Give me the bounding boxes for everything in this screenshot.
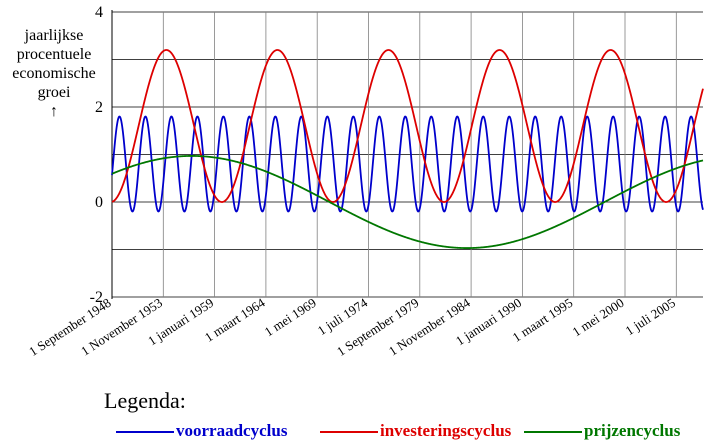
legend-swatch-blue (116, 431, 174, 433)
grid (112, 11, 703, 298)
series-line-voorraadcyclus (111, 115, 704, 213)
y-axis-label: jaarlijkse procentuele economische groei… (0, 26, 108, 121)
y-axis-label-line: groei (37, 84, 71, 101)
y-tick-label: 4 (95, 4, 103, 21)
legend-title: Legenda: (104, 388, 186, 413)
x-tick-label: 1 September 1948 (26, 295, 114, 359)
legend-item-prijzencyclus: prijzencyclus (524, 420, 717, 442)
y-tick-label: -2 (90, 289, 103, 306)
legend-item-investeringscyclus: investeringscyclus (320, 420, 530, 442)
y-axis-label-line: jaarlijkse (24, 27, 84, 44)
y-axis-arrow-icon: ↑ (50, 103, 58, 120)
legend-swatch-green (524, 431, 582, 433)
legend-label: voorraadcyclus (176, 421, 288, 440)
legend-swatch-red (320, 431, 378, 433)
series-lines (111, 49, 704, 249)
series-line-prijzencyclus (111, 155, 704, 249)
legend-label: investeringscyclus (380, 421, 512, 440)
x-tick-label: 1 mei 1969 (262, 295, 319, 339)
y-axis-label-line: economische (12, 65, 96, 82)
legend: voorraadcyclus investeringscyclus prijze… (0, 420, 717, 442)
y-tick-labels: 4 2 0 -2 (90, 4, 103, 306)
legend-label: prijzencyclus (584, 421, 681, 440)
series-line-investeringscyclus (111, 49, 704, 203)
y-axis-label-line: procentuele (16, 46, 92, 63)
x-tick-label: 1 mei 2000 (569, 295, 626, 339)
y-tick-label: 0 (95, 194, 103, 211)
y-tick-label: 2 (95, 99, 103, 116)
legend-item-voorraadcyclus: voorraadcyclus (116, 420, 306, 442)
x-tick-label: 1 juli 2005 (623, 295, 678, 338)
